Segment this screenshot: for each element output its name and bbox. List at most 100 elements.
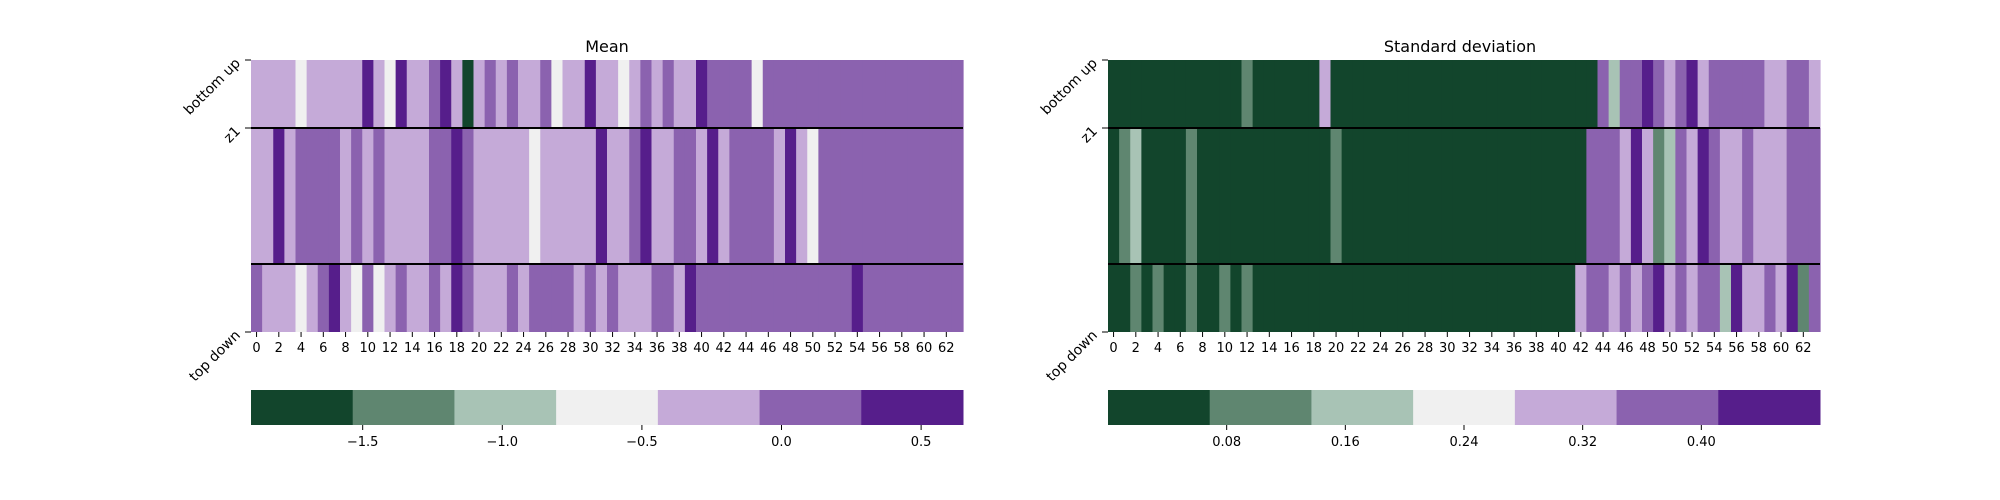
heatmap-cell	[1185, 264, 1198, 332]
heatmap-cell	[607, 60, 619, 128]
x-tick-label: 48	[1639, 341, 1656, 356]
colorbar-tick-label: 0.40	[1687, 435, 1716, 450]
colorbar-bin	[1413, 390, 1516, 425]
heatmap-cell	[1363, 264, 1376, 332]
heatmap-cell	[907, 128, 920, 264]
heatmap-cell	[1508, 264, 1521, 332]
heatmap-cell	[284, 60, 297, 128]
heatmap-cell	[1475, 60, 1487, 128]
heatmap-cell	[1719, 60, 1732, 128]
x-tick-label: 34	[1484, 341, 1501, 356]
heatmap-cell	[751, 264, 764, 332]
heatmap-cell	[473, 128, 486, 264]
heatmap-cell	[918, 128, 931, 264]
heatmap-cell	[662, 128, 675, 264]
x-tick-label: 40	[1550, 341, 1567, 356]
heatmap-cell	[1508, 60, 1521, 128]
heatmap-cell	[284, 264, 297, 332]
heatmap-cell	[1197, 264, 1209, 332]
x-tick-label: 28	[560, 341, 577, 356]
heatmap-cell	[762, 264, 775, 332]
x-tick-label: 58	[894, 341, 911, 356]
heatmap-cell	[707, 128, 719, 264]
heatmap-cell	[1341, 60, 1354, 128]
heatmap-cell	[851, 60, 864, 128]
heatmap-cell	[440, 264, 452, 332]
x-tick-label: 24	[515, 341, 532, 356]
heatmap-cell	[785, 264, 797, 332]
heatmap-cell	[495, 60, 508, 128]
heatmap-cell	[662, 264, 675, 332]
x-tick-label: 32	[604, 341, 621, 356]
heatmap-cell	[773, 60, 786, 128]
heatmap-cell	[874, 128, 886, 264]
heatmap-cell	[495, 128, 508, 264]
heatmap-cell	[1564, 60, 1576, 128]
heatmap-cell	[1664, 60, 1676, 128]
heatmap-cell	[573, 128, 586, 264]
heatmap-cell	[1219, 60, 1231, 128]
y-tick-label: top down	[1043, 328, 1100, 385]
heatmap-cell	[1119, 128, 1131, 264]
heatmap-cell	[429, 60, 441, 128]
heatmap-cell	[1408, 128, 1421, 264]
heatmap-cell	[1731, 128, 1743, 264]
heatmap-cell	[1274, 60, 1287, 128]
heatmap-cell	[328, 60, 341, 128]
heatmap-cell	[618, 60, 630, 128]
heatmap-cell	[1274, 264, 1287, 332]
heatmap-cell	[1286, 60, 1298, 128]
heatmap-cell	[440, 128, 452, 264]
heatmap-cell	[673, 60, 686, 128]
heatmap-cell	[874, 264, 886, 332]
x-tick-label: 46	[1617, 341, 1634, 356]
heatmap-cell	[1564, 128, 1576, 264]
x-tick-label: 40	[693, 341, 710, 356]
x-tick-label: 36	[1506, 341, 1523, 356]
x-tick-label: 56	[871, 341, 888, 356]
heatmap-cell	[340, 60, 352, 128]
heatmap-cell	[1274, 128, 1287, 264]
heatmap-cell	[1386, 60, 1398, 128]
heatmap-cell	[406, 60, 419, 128]
heatmap-cell	[1786, 128, 1799, 264]
x-tick-label: 42	[716, 341, 733, 356]
heatmap-cell	[1163, 264, 1176, 332]
heatmap-cell	[629, 128, 641, 264]
heatmap-cell	[1608, 264, 1621, 332]
colorbar	[1108, 390, 1821, 425]
heatmap-cell	[473, 60, 486, 128]
heatmap-cell	[573, 60, 586, 128]
x-tick-label: 16	[1283, 341, 1300, 356]
heatmap-cell	[1152, 60, 1165, 128]
heatmap-cell	[1108, 60, 1120, 128]
heatmap-cell	[1430, 264, 1443, 332]
heatmap-cell	[262, 128, 274, 264]
heatmap-cell	[684, 128, 697, 264]
heatmap-cell	[1564, 264, 1576, 332]
heatmap-cell	[1286, 264, 1298, 332]
heatmap-cell	[451, 264, 463, 332]
heatmap-cell	[540, 60, 552, 128]
heatmap-cell	[640, 128, 653, 264]
heatmap-cell	[684, 264, 697, 332]
heatmap-cell	[484, 128, 497, 264]
heatmap-cell	[1441, 128, 1454, 264]
heatmap-cell	[1241, 264, 1254, 332]
x-tick-label: 54	[849, 341, 866, 356]
heatmap-cell	[818, 60, 831, 128]
heatmap-cell	[484, 264, 497, 332]
heatmap-cell	[1263, 60, 1276, 128]
heatmap-cell	[1653, 60, 1665, 128]
heatmap-cell	[1408, 60, 1421, 128]
heatmap-cell	[1130, 264, 1142, 332]
heatmap-cell	[729, 128, 742, 264]
heatmap-cell	[1808, 60, 1821, 128]
heatmap-cell	[351, 264, 363, 332]
chart-title: Mean	[585, 37, 629, 56]
heatmap-cell	[1697, 60, 1710, 128]
heatmap-cell	[1497, 60, 1510, 128]
x-tick-label: 48	[782, 341, 799, 356]
heatmap-cell	[618, 128, 630, 264]
y-tick-label: z1	[221, 124, 244, 147]
